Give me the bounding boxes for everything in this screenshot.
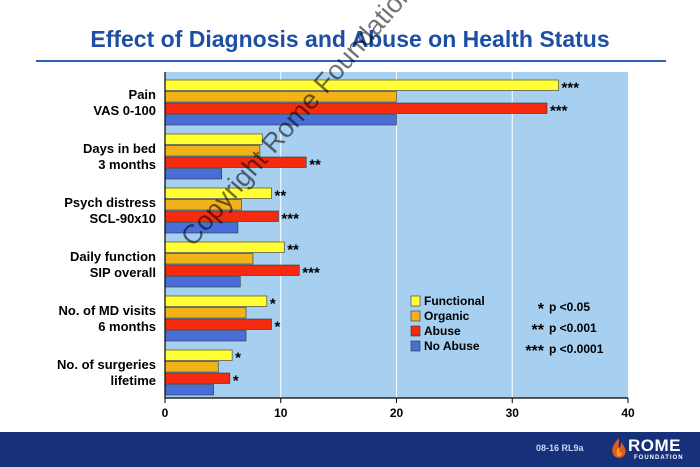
legend-swatch-organic bbox=[410, 310, 421, 322]
significance-mark: *** bbox=[281, 211, 299, 228]
legend-swatch-no-abuse bbox=[410, 340, 421, 352]
bar-organic-3 bbox=[164, 253, 254, 265]
bar-organic-5 bbox=[164, 361, 219, 373]
page-title: Effect of Diagnosis and Abuse on Health … bbox=[90, 26, 610, 52]
bar-functional-4 bbox=[164, 295, 268, 307]
significance-key-label: p <0.05 bbox=[549, 300, 590, 314]
title-divider bbox=[36, 60, 666, 62]
category-label: No. of MD visits bbox=[58, 303, 156, 318]
legend-label: Organic bbox=[424, 309, 470, 323]
bar-organic-0 bbox=[164, 91, 397, 103]
bar-no-abuse-1 bbox=[164, 168, 223, 180]
category-label: lifetime bbox=[110, 373, 156, 388]
significance-mark: ** bbox=[309, 157, 321, 174]
legend-label: Functional bbox=[424, 294, 485, 308]
category-label: 3 months bbox=[98, 157, 156, 172]
category-label: Pain bbox=[129, 87, 157, 102]
significance-key-symbol: * bbox=[538, 301, 545, 318]
bar-functional-3 bbox=[164, 241, 285, 253]
rome-flame-icon bbox=[612, 438, 626, 458]
significance-mark: ** bbox=[274, 188, 286, 205]
bar-functional-0 bbox=[164, 79, 559, 91]
bar-functional-1 bbox=[164, 133, 263, 145]
significance-key-label: p <0.001 bbox=[549, 321, 597, 335]
category-label: 6 months bbox=[98, 319, 156, 334]
significance-mark: * bbox=[235, 350, 241, 367]
bar-abuse-5 bbox=[164, 372, 231, 384]
bar-no-abuse-3 bbox=[164, 276, 241, 288]
legend-label: No Abuse bbox=[424, 339, 480, 353]
category-label: SIP overall bbox=[90, 265, 156, 280]
bar-organic-4 bbox=[164, 307, 247, 319]
rome-logo-text: ROME bbox=[628, 436, 681, 455]
category-label: Psych distress bbox=[64, 195, 156, 210]
x-tick-label: 0 bbox=[162, 406, 169, 420]
significance-mark: *** bbox=[302, 265, 320, 282]
category-label: VAS 0-100 bbox=[93, 103, 156, 118]
category-label: No. of surgeries bbox=[57, 357, 156, 372]
legend-swatch-abuse bbox=[410, 325, 421, 337]
category-label: SCL-90x10 bbox=[90, 211, 156, 226]
x-tick-label: 30 bbox=[506, 406, 520, 420]
bar-abuse-0 bbox=[164, 102, 548, 114]
significance-mark: * bbox=[233, 373, 239, 390]
category-label: Daily function bbox=[70, 249, 156, 264]
significance-mark: *** bbox=[550, 103, 568, 120]
significance-key-symbol: *** bbox=[525, 343, 544, 360]
bar-no-abuse-5 bbox=[164, 384, 214, 396]
significance-mark: * bbox=[274, 319, 280, 336]
bar-functional-5 bbox=[164, 349, 233, 361]
significance-mark: * bbox=[270, 296, 276, 313]
significance-key-symbol: ** bbox=[532, 322, 545, 339]
rome-logo-subtext: FOUNDATION bbox=[634, 455, 684, 461]
significance-mark: *** bbox=[562, 80, 580, 97]
x-tick-label: 40 bbox=[621, 406, 635, 420]
x-tick-label: 20 bbox=[390, 406, 404, 420]
footer-bar bbox=[0, 432, 700, 467]
category-label: Days in bed bbox=[83, 141, 156, 156]
significance-key-label: p <0.0001 bbox=[549, 342, 604, 356]
bar-no-abuse-4 bbox=[164, 330, 247, 342]
significance-mark: ** bbox=[287, 242, 299, 259]
legend-swatch-functional bbox=[410, 295, 421, 307]
x-tick-label: 10 bbox=[274, 406, 288, 420]
slide-code: 08-16 RL9a bbox=[536, 443, 584, 453]
bar-abuse-4 bbox=[164, 318, 272, 330]
bar-abuse-3 bbox=[164, 264, 300, 276]
legend-label: Abuse bbox=[424, 324, 461, 338]
